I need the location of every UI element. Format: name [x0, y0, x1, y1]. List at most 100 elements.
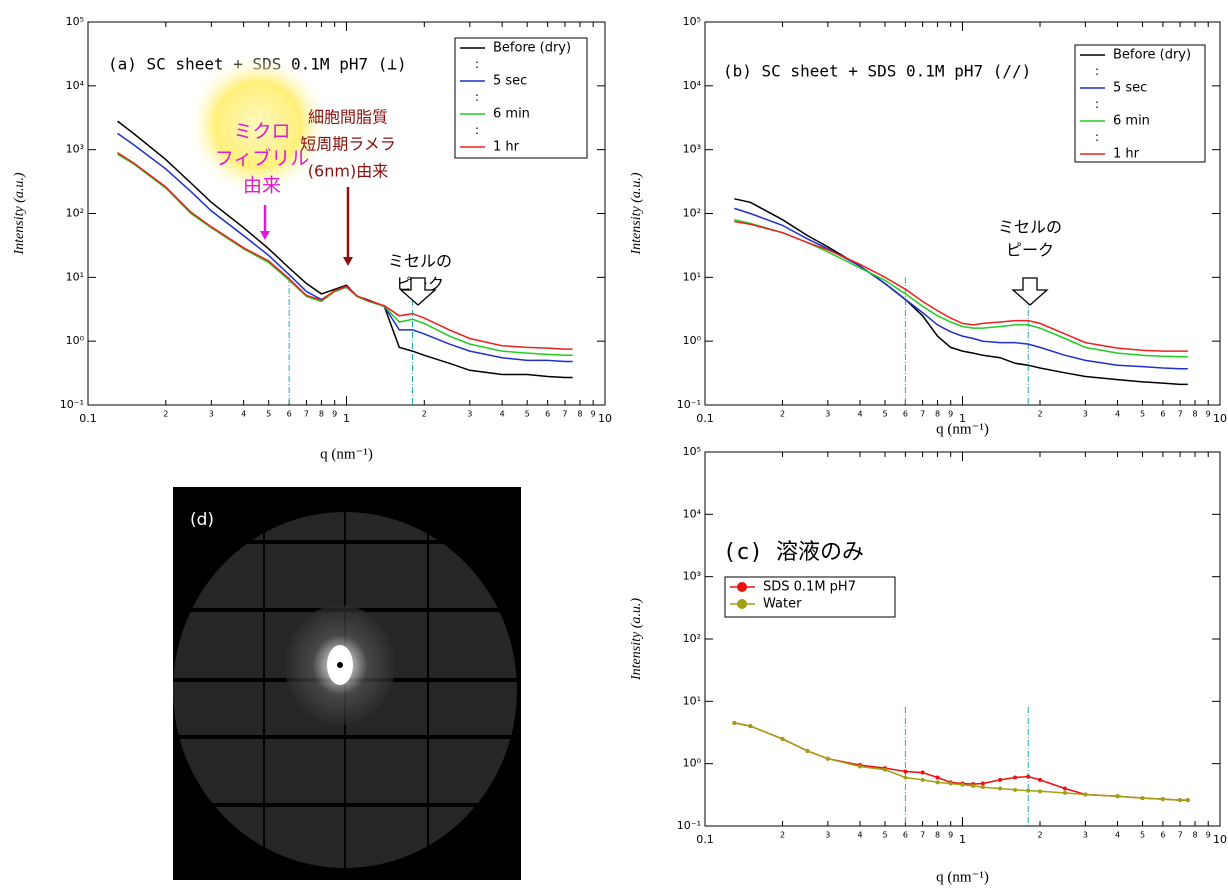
series-marker	[1140, 796, 1144, 800]
y-tick-label: 10⁻¹	[60, 398, 84, 411]
series-marker	[921, 771, 925, 775]
series-marker	[981, 785, 985, 789]
series-line	[734, 199, 1188, 385]
legend-label: 1 hr	[1113, 147, 1140, 162]
legend-separator: :	[1095, 64, 1099, 78]
series-marker	[1013, 775, 1017, 779]
legend-label: 5 sec	[1113, 81, 1147, 96]
y-tick-label: 10³	[66, 143, 84, 156]
legend-label: 1 hr	[493, 140, 520, 155]
legend-marker	[737, 582, 747, 592]
legend-separator: :	[1095, 130, 1099, 144]
x-tick-label: 2	[1037, 410, 1042, 419]
series-marker	[1083, 793, 1087, 797]
x-tick-label: 7	[562, 410, 567, 419]
series-line	[734, 723, 1188, 800]
x-tick-label: 9	[948, 831, 953, 840]
chart: 10⁻¹10⁰10¹10²10³10⁴10⁵0.1234567891234567…	[629, 15, 1227, 437]
legend-label: Before (dry)	[1113, 48, 1191, 63]
x-tick-label: 6	[1160, 410, 1165, 419]
figure: 10⁻¹10⁰10¹10²10³10⁴10⁵0.1234567891234567…	[0, 0, 1228, 893]
series-line	[118, 153, 573, 350]
x-tick-label: 4	[857, 410, 862, 419]
x-tick-label: 7	[920, 831, 925, 840]
x-tick-label: 3	[825, 410, 830, 419]
annotation-text: 短周期ラメラ	[300, 135, 396, 154]
x-tick-label: 5	[1140, 831, 1145, 840]
series-marker	[998, 786, 1002, 790]
x-tick-label: 9	[332, 410, 337, 419]
series-marker	[748, 724, 752, 728]
x-axis-label: q (nm⁻¹)	[320, 446, 373, 462]
series-marker	[1013, 788, 1017, 792]
x-tick-label: 7	[1178, 410, 1183, 419]
x-tick-label: 8	[935, 831, 940, 840]
series-marker	[781, 737, 785, 741]
x-tick-label: 10	[1213, 833, 1227, 846]
x-tick-label: 5	[882, 410, 887, 419]
x-tick-label: 9	[1206, 410, 1211, 419]
x-tick-label: 8	[319, 410, 324, 419]
detector-image: (d)	[173, 487, 521, 880]
x-tick-label: 6	[287, 410, 292, 419]
legend-label: 6 min	[1113, 114, 1150, 129]
series-marker	[1178, 798, 1182, 802]
x-tick-label: 5	[1140, 410, 1145, 419]
chart-title: (c) 溶液のみ	[723, 540, 864, 565]
series-line	[118, 121, 573, 377]
x-tick-label: 8	[577, 410, 582, 419]
series-marker	[1038, 789, 1042, 793]
y-tick-label: 10⁻¹	[677, 819, 701, 832]
series-marker	[1026, 775, 1030, 779]
y-tick-label: 10¹	[66, 270, 84, 283]
series-marker	[732, 721, 736, 725]
annotation-text: ピーク	[1006, 241, 1054, 260]
legend-label: 5 sec	[493, 74, 527, 89]
x-tick-label: 8	[1192, 410, 1197, 419]
x-tick-label: 0.1	[696, 833, 714, 846]
series-marker	[1038, 778, 1042, 782]
y-axis-label: Intensity (a.u.)	[629, 172, 644, 255]
y-tick-label: 10⁵	[683, 15, 701, 28]
series-marker	[936, 775, 940, 779]
y-tick-label: 10⁵	[683, 445, 701, 458]
x-tick-label: 0.1	[79, 412, 97, 425]
y-tick-label: 10⁴	[66, 79, 85, 92]
annotation-arrowhead	[343, 257, 353, 266]
y-axis-label: Intensity (a.u.)	[629, 598, 644, 681]
chart-title: (b) SC sheet + SDS 0.1M pH7 (//)	[723, 62, 1031, 81]
y-tick-label: 10²	[683, 632, 701, 645]
series-marker	[998, 778, 1002, 782]
series-marker	[1161, 797, 1165, 801]
series-marker	[981, 782, 985, 786]
series-marker	[1116, 794, 1120, 798]
x-tick-label: 2	[1037, 831, 1042, 840]
x-tick-label: 0.1	[696, 412, 714, 425]
series-marker	[1063, 791, 1067, 795]
beam-stop	[337, 662, 343, 668]
legend-separator: :	[475, 123, 479, 137]
annotation-arrow	[1013, 278, 1047, 305]
x-tick-label: 3	[1083, 410, 1088, 419]
legend-label: Water	[763, 597, 802, 612]
y-tick-label: 10³	[683, 570, 701, 583]
series-marker	[961, 783, 965, 787]
x-tick-label: 3	[209, 410, 214, 419]
legend-label: SDS 0.1M pH7	[763, 580, 856, 595]
series-marker	[858, 765, 862, 769]
y-tick-label: 10⁴	[683, 507, 702, 520]
x-tick-label: 10	[598, 412, 612, 425]
x-tick-label: 9	[1206, 831, 1211, 840]
series-marker	[1186, 798, 1190, 802]
chart: 10⁻¹10⁰10¹10²10³10⁴10⁵0.1234567891234567…	[629, 445, 1227, 885]
x-tick-label: 3	[825, 831, 830, 840]
x-tick-label: 7	[304, 410, 309, 419]
x-tick-label: 4	[1115, 831, 1120, 840]
y-tick-label: 10⁰	[66, 334, 85, 347]
series-marker	[883, 768, 887, 772]
x-tick-label: 6	[1160, 831, 1165, 840]
x-tick-label: 5	[525, 410, 530, 419]
image-label: (d)	[190, 510, 214, 530]
series-marker	[949, 782, 953, 786]
x-tick-label: 4	[857, 831, 862, 840]
